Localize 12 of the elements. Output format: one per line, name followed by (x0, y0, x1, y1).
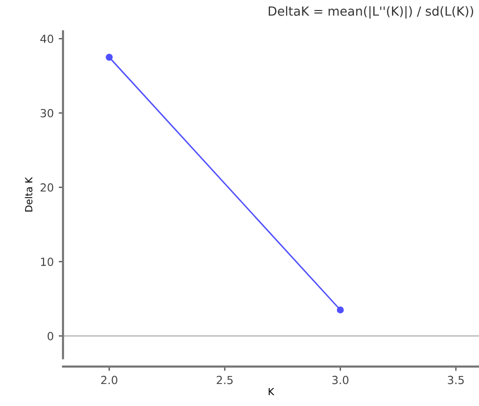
x-axis-title: K (268, 388, 274, 396)
y-tick-label: 0 (48, 332, 54, 340)
y-axis-title: Delta K (24, 176, 32, 212)
x-tick-label: 2.0 (101, 376, 118, 384)
x-tick-label: 3.5 (448, 376, 464, 384)
y-tick-label: 40 (40, 34, 54, 44)
chart-title: DeltaK = mean(|L''(K)|) / sd(L(K)) (268, 6, 474, 19)
y-tick-label: 10 (41, 258, 54, 266)
y-tick-label: 30 (40, 108, 54, 118)
x-tick-label: 3.0 (332, 376, 348, 384)
x-tick-label: 2.5 (216, 376, 233, 384)
y-tick-label: 20 (40, 183, 54, 192)
